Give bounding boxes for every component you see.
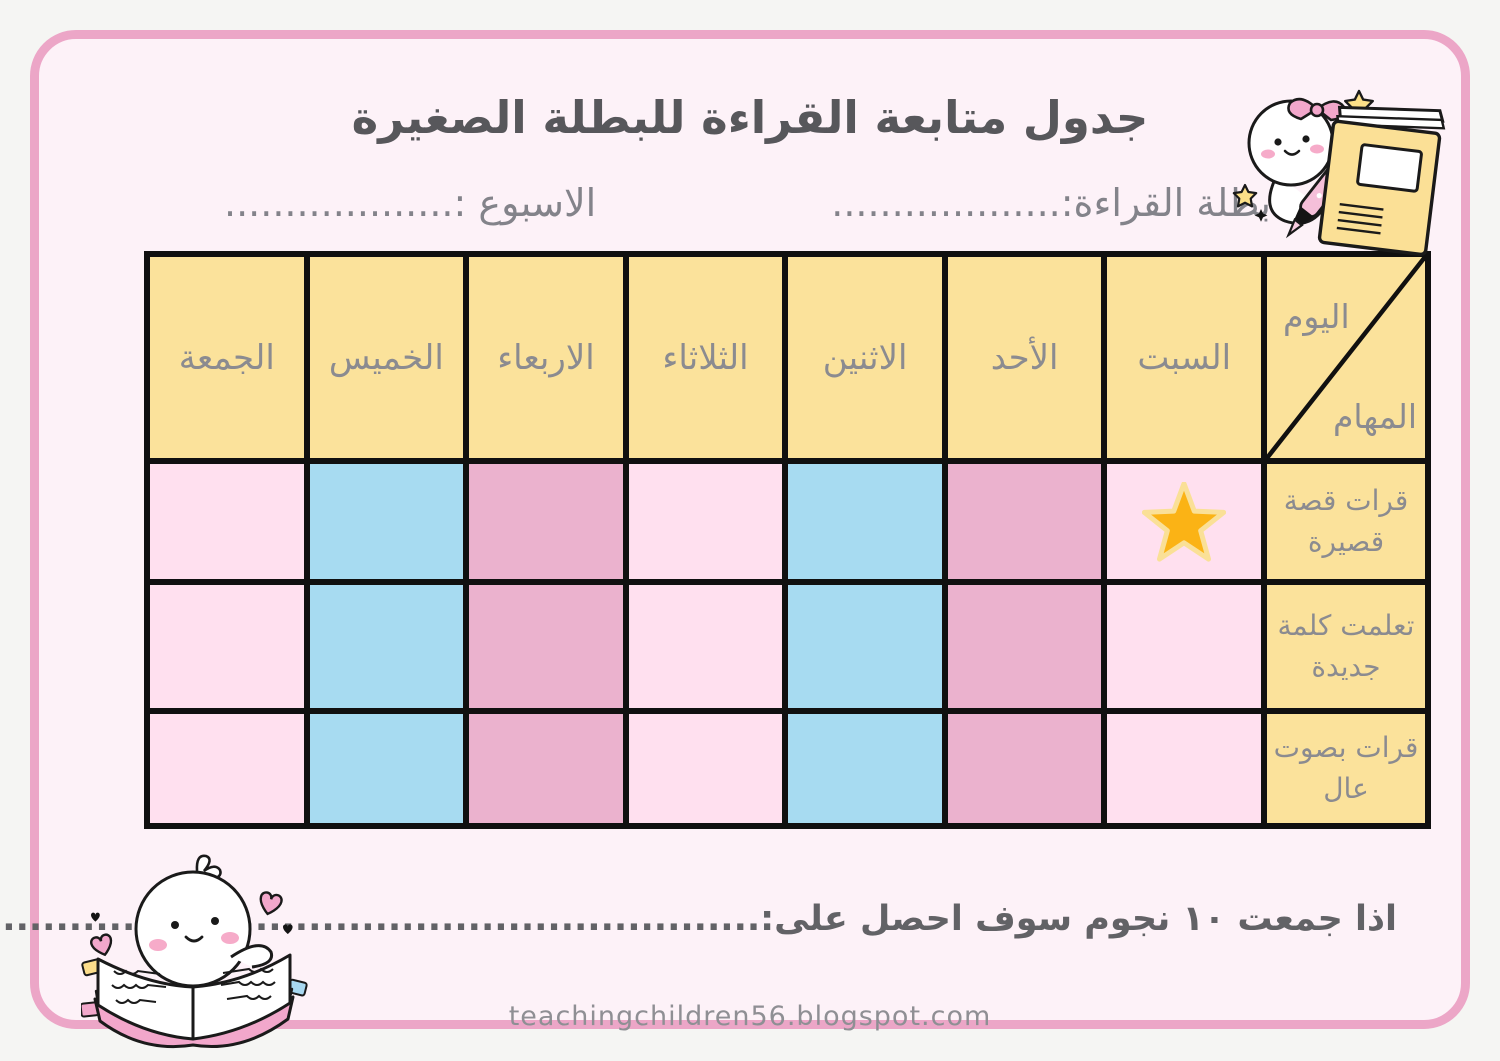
girl-with-book-illustration [1232,89,1446,257]
sparkle-star-small-icon [1232,183,1258,208]
tracker-cell-r2-c2[interactable] [309,585,464,708]
yellow-book-icon [1317,105,1446,257]
day-header-7: السبت [1107,257,1261,458]
tracker-cell-r3-c2[interactable] [309,714,464,823]
reward-dotted-line[interactable]: ........................................… [0,899,761,939]
blush-icon [1261,149,1275,159]
eye-icon [171,921,179,929]
task-label-3: قرات بصوت عال [1266,714,1425,823]
tracker-cell-r2-c3[interactable] [469,585,623,708]
open-book-icon [81,953,308,1049]
footer-url: teachingchildren56.blogspot.com [508,1001,992,1032]
sparkle-black-small-icon [1254,209,1268,222]
week-dotted-line[interactable]: ................... [224,181,454,225]
reading-character [134,854,274,988]
week-label: الاسبوع : [453,181,597,225]
star-icon [1142,481,1227,562]
day-header-4: الثلاثاء [628,257,783,458]
tracker-cell-r1-c7[interactable] [1107,464,1261,579]
tracker-cell-r1-c1[interactable] [150,464,304,579]
tracker-cell-r2-c1[interactable] [150,585,304,708]
tracker-cell-r3-c7[interactable] [1107,714,1261,823]
eye-icon [1274,138,1282,146]
tracker-cell-r3-c3[interactable] [469,714,623,823]
character-with-bow [1247,97,1346,239]
day-header-5: الاثنين [788,257,942,458]
fields-row: بطلة القراءة:................... الاسبوع… [224,181,1271,225]
heart-small-icon [283,924,293,934]
reading-character-illustration [81,854,308,1049]
day-header-3: الاربعاء [469,257,623,458]
tracker-cell-r2-c4[interactable] [628,585,783,708]
reader-name-label: بطلة القراءة: [1060,181,1271,225]
tracker-cell-r3-c6[interactable] [947,714,1102,823]
tracker-cell-r3-c1[interactable] [150,714,304,823]
heart-icon [259,891,283,916]
tracker-cell-r1-c4[interactable] [628,464,783,579]
worksheet-card: جدول متابعة القراءة للبطلة الصغيرة بطلة … [0,30,1470,1049]
tracker-cell-r1-c3[interactable] [469,464,623,579]
reader-name-dotted-line[interactable]: ................... [831,181,1061,225]
page-title: جدول متابعة القراءة للبطلة الصغيرة [351,91,1149,144]
heart-small-icon [91,912,100,922]
tracker-cell-r2-c6[interactable] [947,585,1102,708]
day-header-2: الخميس [309,257,464,458]
corner-tasks-label: المهام [1332,397,1417,436]
tracker-cell-r3-c4[interactable] [628,714,783,823]
week-field[interactable]: الاسبوع :................... [224,181,596,225]
reward-text: اذا جمعت ١٠ نجوم سوف احصل على: [760,899,1397,939]
tracker-cell-r2-c5[interactable] [788,585,942,708]
day-header-6: الأحد [947,257,1102,458]
corner-day-label: اليوم [1282,297,1350,336]
eye-icon [211,917,219,925]
tracker-cell-r1-c2[interactable] [309,464,464,579]
tracker-cell-r2-c7[interactable] [1107,585,1261,708]
reading-tracker-table: الجمعة الخميس الاربعاء الثلاثاء الاثنين الأحد… [144,251,1431,829]
tracker-cell-r1-c5[interactable] [788,464,942,579]
reward-line: اذا جمعت ١٠ نجوم سوف احصل على:..........… [0,899,1397,939]
task-label-2: تعلمت كلمة جديدة [1266,585,1425,708]
table-corner-cell: اليوم المهام [1266,257,1425,458]
blush-icon [1310,144,1324,154]
eye-icon [1302,135,1310,143]
reader-name-field[interactable]: بطلة القراءة:................... [831,181,1271,225]
day-header-1: الجمعة [150,257,304,458]
blush-icon [221,932,239,944]
bow-icon [1287,97,1319,121]
corner-diagonal-line [1267,257,1425,458]
tracker-cell-r1-c6[interactable] [947,464,1102,579]
tracker-cell-r3-c5[interactable] [788,714,942,823]
blush-icon [149,939,167,951]
bow-knot-icon [1309,102,1325,118]
task-label-1: قرات قصة قصيرة [1266,464,1425,579]
heart-icon [90,933,113,957]
